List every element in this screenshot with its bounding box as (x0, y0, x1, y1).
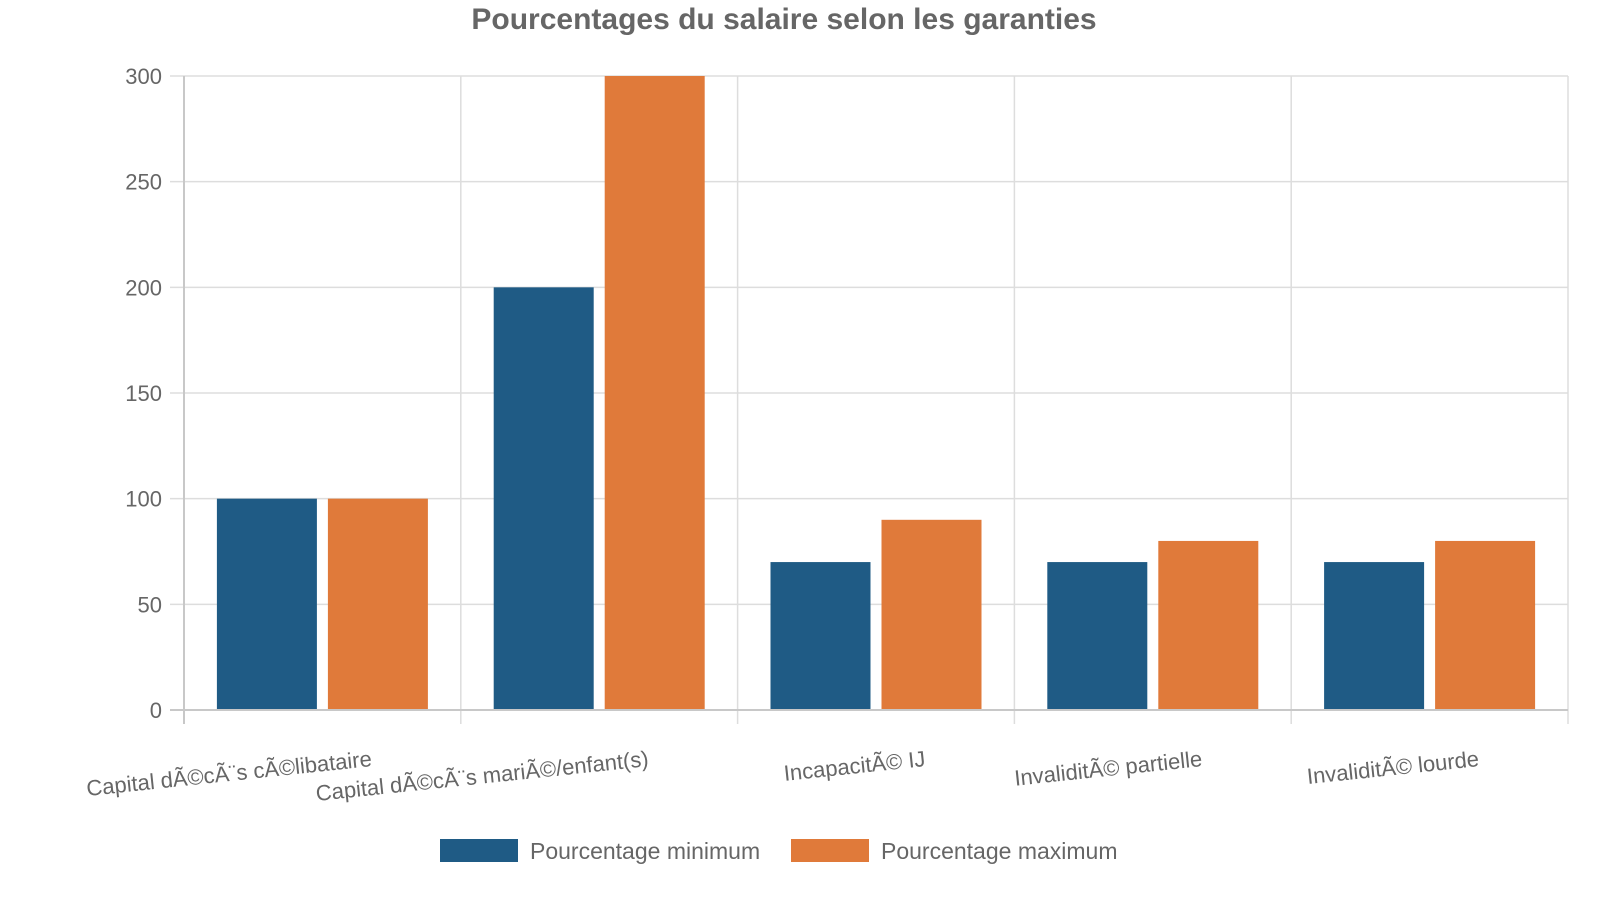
legend: Pourcentage minimum Pourcentage maximum (440, 838, 1118, 864)
bar-maximum (881, 519, 982, 710)
legend-label: Pourcentage maximum (881, 838, 1118, 864)
bar-maximum (1158, 540, 1259, 710)
legend-swatch (791, 839, 869, 862)
x-category-label: IncapacitÃ© IJ (783, 746, 927, 786)
y-tick-label: 300 (125, 64, 162, 89)
y-tick-label: 250 (125, 170, 162, 195)
bar-maximum (1435, 540, 1536, 710)
bar-minimum (493, 287, 594, 710)
legend-label: Pourcentage minimum (530, 838, 760, 864)
chart-title: Pourcentages du salaire selon les garant… (471, 3, 1096, 36)
bar-minimum (216, 498, 317, 710)
x-category-label: InvaliditÃ© partielle (1013, 746, 1203, 791)
y-tick-label: 100 (125, 487, 162, 512)
y-tick-label: 50 (138, 592, 162, 617)
y-tick-label: 200 (125, 275, 162, 300)
bar-minimum (770, 562, 871, 710)
legend-swatch (440, 839, 518, 862)
bar-group (216, 76, 1536, 710)
bar-minimum (1047, 562, 1148, 710)
bar-maximum (604, 76, 705, 710)
y-tick-label: 150 (125, 381, 162, 406)
bar-maximum (327, 498, 428, 710)
y-tick-label: 0 (150, 698, 162, 723)
bar-minimum (1324, 562, 1425, 710)
x-category-label: InvaliditÃ© lourde (1306, 746, 1480, 789)
y-axis-tick-labels: 0 50 100 150 200 250 300 (125, 64, 162, 723)
